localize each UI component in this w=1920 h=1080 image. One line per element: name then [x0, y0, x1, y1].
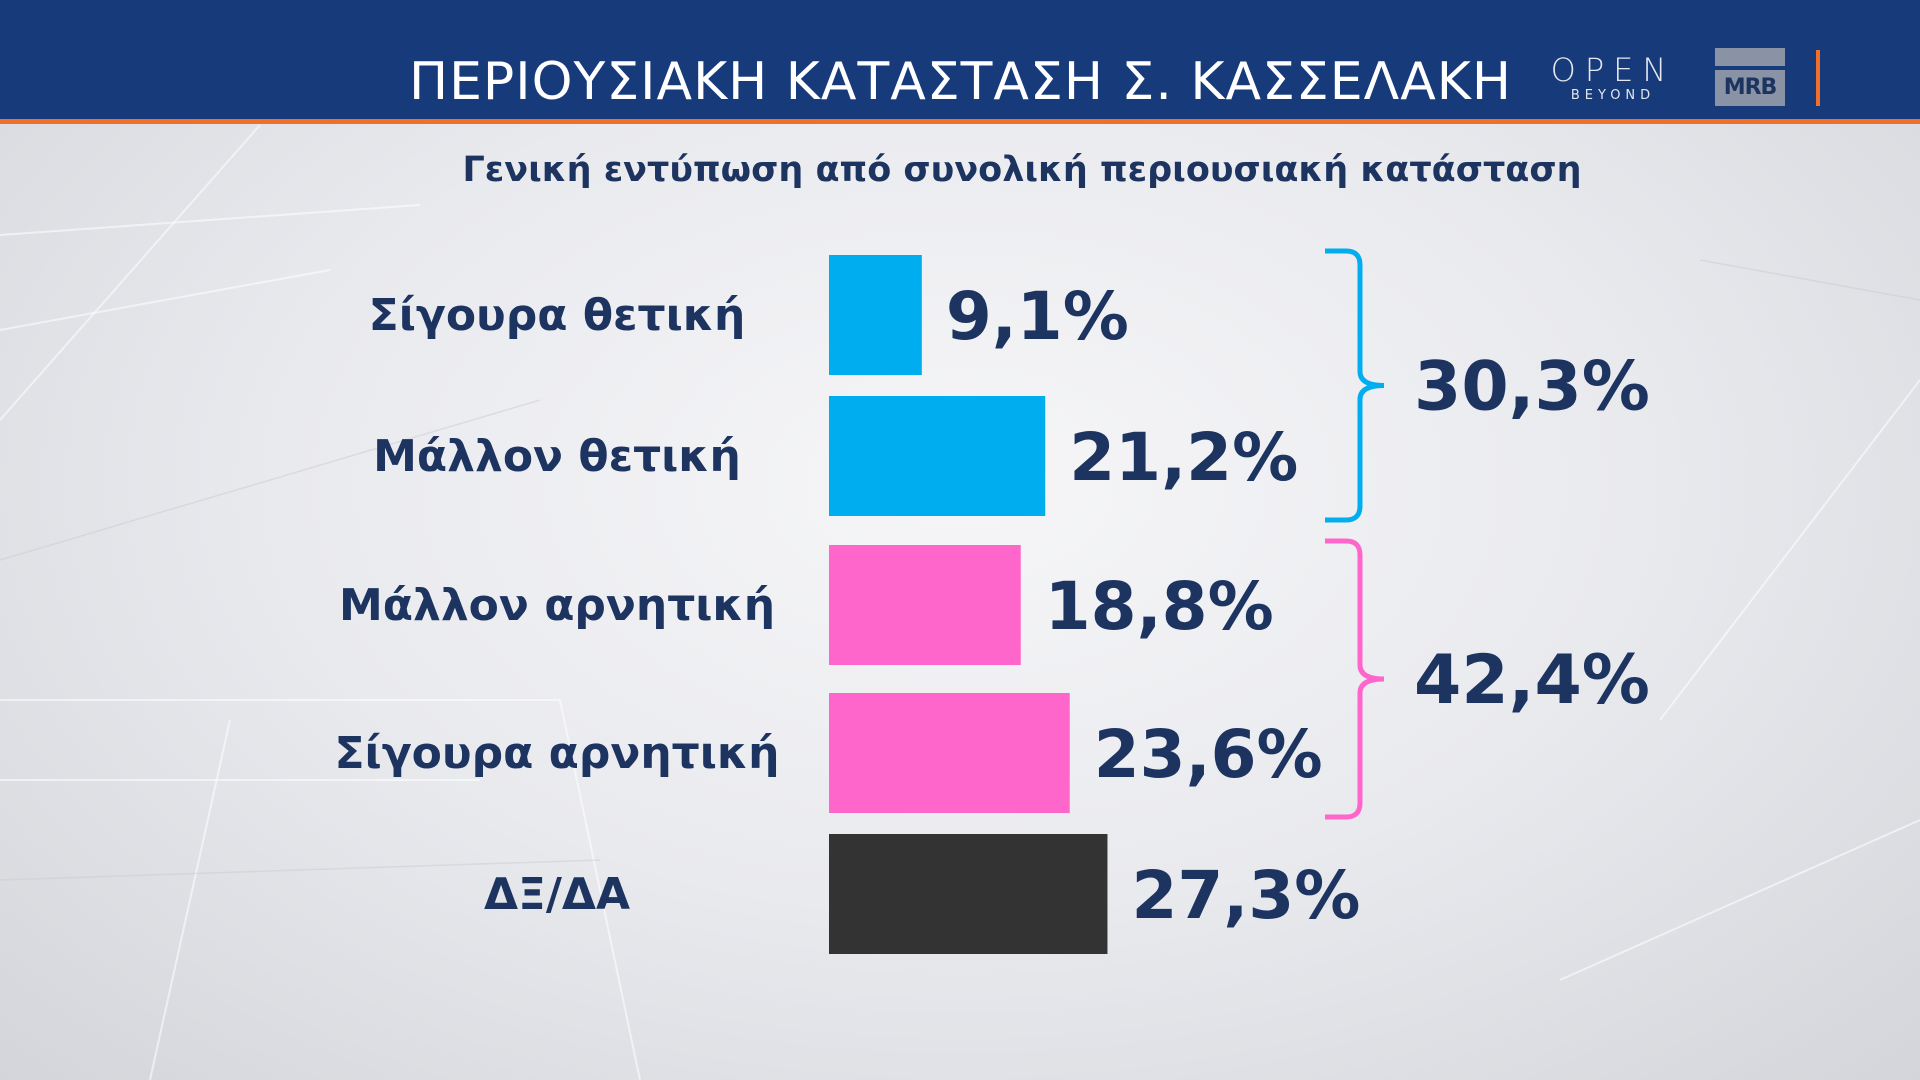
- open-logo-subtext: BEYOND: [1570, 88, 1656, 103]
- value-label: 23,6%: [1094, 716, 1323, 793]
- group-total-label: 42,4%: [1414, 641, 1650, 720]
- value-label: 18,8%: [1045, 568, 1274, 645]
- open-channel-logo: OPEN BEYOND: [1548, 54, 1678, 104]
- category-label: Μάλλον θετική: [373, 431, 741, 482]
- category-label: Μάλλον αρνητική: [339, 580, 775, 631]
- value-label: 27,3%: [1131, 857, 1360, 934]
- mrb-logo-bar: [1715, 48, 1785, 66]
- bar: [829, 396, 1046, 516]
- value-label: 9,1%: [946, 278, 1129, 355]
- bar: [829, 545, 1021, 665]
- category-label: Σίγουρα αρνητική: [335, 728, 780, 779]
- header-accent-line: [1816, 50, 1820, 106]
- category-label: Σίγουρα θετική: [369, 290, 746, 341]
- bar: [829, 693, 1070, 813]
- group-total-label: 30,3%: [1414, 348, 1650, 427]
- bar: [829, 834, 1108, 954]
- value-label: 21,2%: [1069, 419, 1298, 496]
- group-bracket: [1325, 248, 1385, 523]
- group-bracket: [1325, 538, 1385, 820]
- header-bar: ΠΕΡΙΟΥΣΙΑΚΗ ΚΑΤΑΣΤΑΣΗ Σ. ΚΑΣΣΕΛΑΚΗ OPEN …: [0, 0, 1920, 124]
- category-label: ΔΞ/ΔΑ: [484, 869, 630, 920]
- bar: [829, 255, 922, 375]
- mrb-logo: MRB: [1715, 48, 1785, 106]
- mrb-logo-text: MRB: [1715, 70, 1785, 106]
- chart-title: Γενική εντύπωση από συνολική περιουσιακή…: [462, 150, 1582, 190]
- open-logo-text: OPEN: [1550, 51, 1676, 89]
- page-title: ΠΕΡΙΟΥΣΙΑΚΗ ΚΑΤΑΣΤΑΣΗ Σ. ΚΑΣΣΕΛΑΚΗ: [408, 52, 1512, 112]
